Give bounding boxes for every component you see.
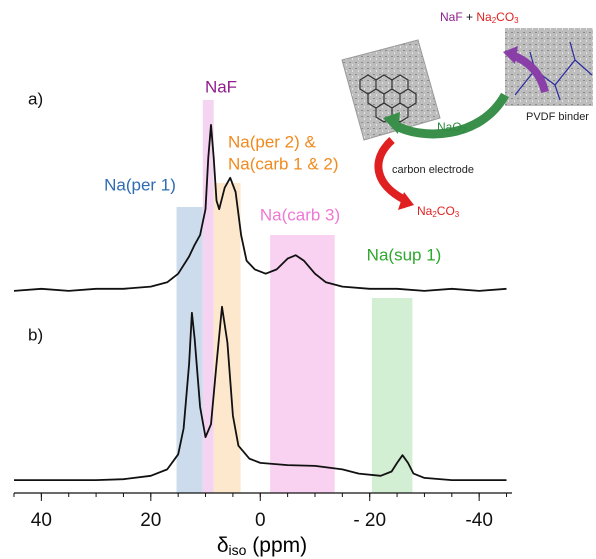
x-tick-label: -40	[465, 510, 492, 531]
pvdf-image	[505, 28, 593, 106]
region-label: Na(per 2) &	[228, 132, 317, 151]
x-tick-label: 0	[255, 510, 266, 531]
spectrum-line	[14, 307, 507, 480]
x-tick-label: 20	[140, 510, 161, 531]
region-label: Na(carb 3)	[260, 205, 340, 224]
x-axis-label: δiso (ppm)	[217, 534, 307, 558]
region-band	[270, 235, 335, 493]
inset-product-bottom: Na2CO3	[417, 204, 460, 219]
x-tick-label: - 20	[353, 510, 386, 531]
region-label: NaF	[205, 77, 237, 96]
chart: NaF + Na2CO3 NaO2 carbon electrode Na2CO…	[0, 0, 596, 559]
region-label: Na(sup 1)	[367, 245, 442, 264]
inset-diagram: NaF + Na2CO3 NaO2 carbon electrode Na2CO…	[342, 10, 593, 219]
inset-binder: PVDF binder	[526, 111, 589, 123]
inset-center: NaO2	[437, 120, 467, 135]
region-band	[372, 298, 412, 493]
x-tick-label: 40	[31, 510, 52, 531]
inset-electrode: carbon electrode	[392, 164, 474, 176]
inset-product-top: NaF + Na2CO3	[440, 10, 519, 25]
region-label: Na(per 1)	[104, 175, 176, 194]
series-label: b)	[28, 325, 43, 344]
series-label: a)	[28, 89, 43, 108]
region-label: Na(carb 1 & 2)	[228, 154, 339, 173]
